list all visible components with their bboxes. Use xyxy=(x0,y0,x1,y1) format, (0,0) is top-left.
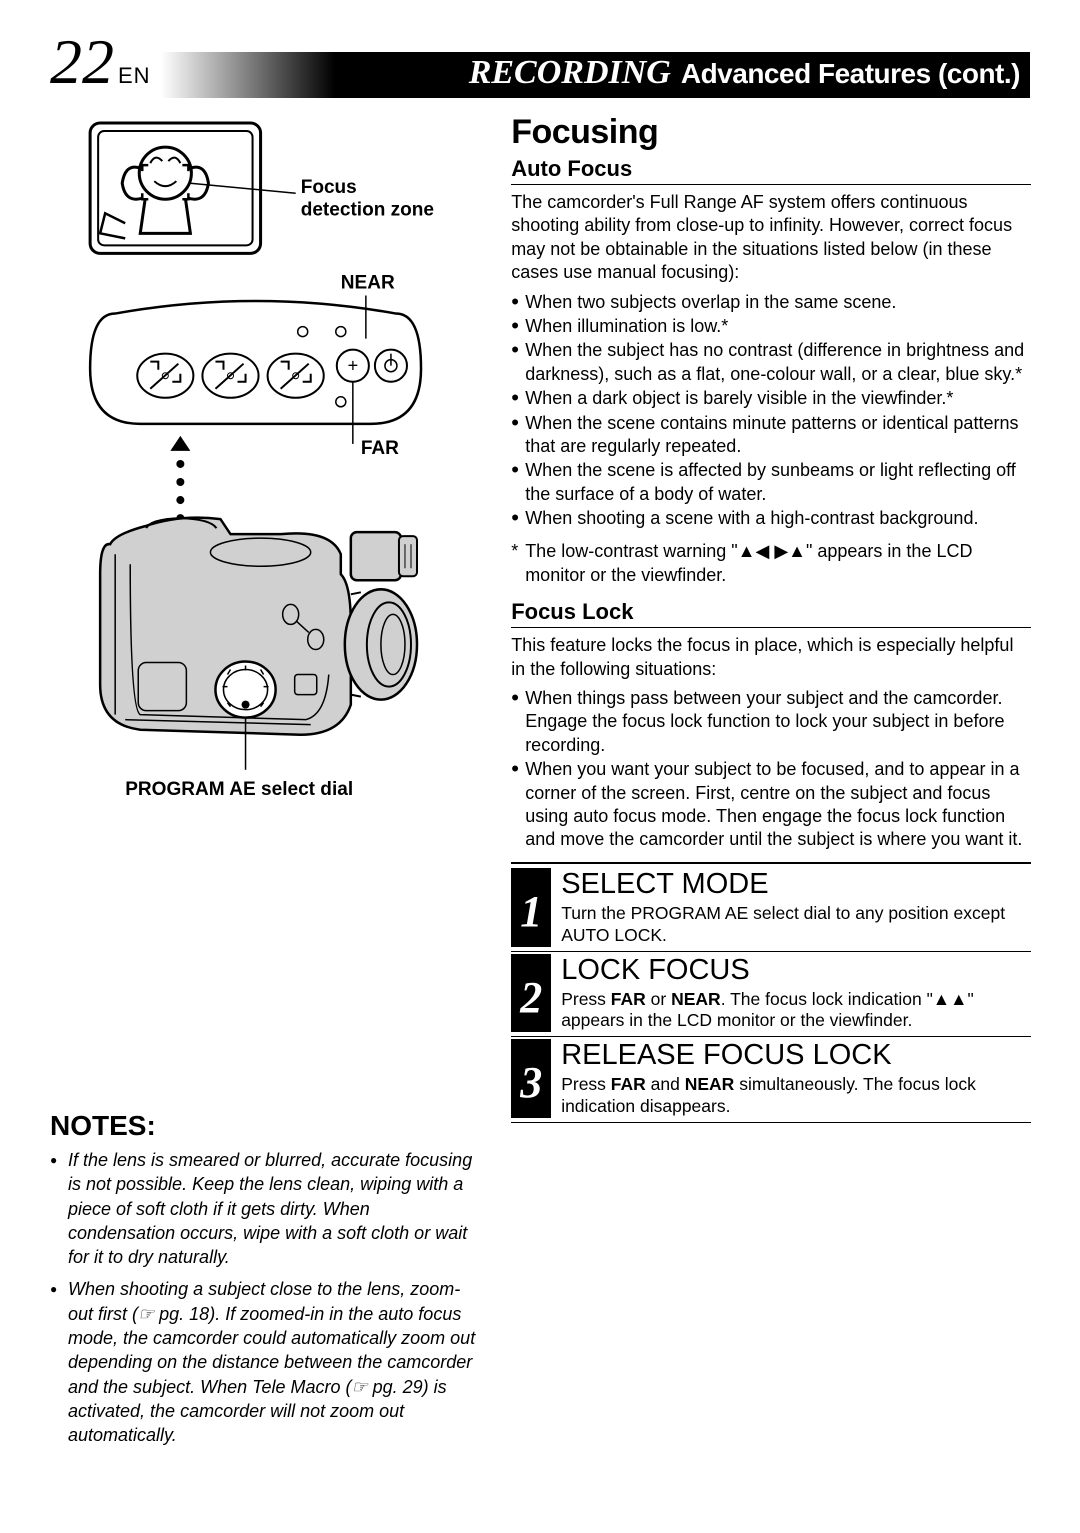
focusing-title: Focusing xyxy=(511,113,1030,152)
right-column: Focusing Auto Focus The camcorder's Full… xyxy=(511,113,1030,1456)
far-label: FAR xyxy=(361,438,399,459)
notes-list: If the lens is smeared or blurred, accur… xyxy=(50,1148,481,1448)
step-text: Press FAR and NEAR simultaneously. The f… xyxy=(561,1074,1030,1118)
title-sub: Advanced Features (cont.) xyxy=(681,58,1020,90)
content-columns: Focus detection zone NEAR xyxy=(50,113,1030,1456)
near-label: NEAR xyxy=(341,272,395,293)
step-title: RELEASE FOCUS LOCK xyxy=(561,1039,1030,1072)
auto-focus-intro: The camcorder's Full Range AF system off… xyxy=(511,191,1030,285)
title-bar: RECORDING Advanced Features (cont.) xyxy=(161,52,1030,98)
af-bullet: When the subject has no contrast (differ… xyxy=(511,339,1030,386)
page-number: 22 xyxy=(50,30,114,94)
step-title: LOCK FOCUS xyxy=(561,954,1030,987)
af-bullet: When illumination is low.* xyxy=(511,315,1030,338)
focus-zone-label-2: detection zone xyxy=(301,199,434,220)
step-1: 1 SELECT MODE Turn the PROGRAM AE select… xyxy=(511,862,1030,952)
step-number: 2 xyxy=(511,954,551,1033)
focus-lock-list: When things pass between your subject an… xyxy=(511,687,1030,852)
title-main: RECORDING xyxy=(469,54,671,92)
step-2: 2 LOCK FOCUS Press FAR or NEAR. The focu… xyxy=(511,954,1030,1038)
af-bullet: When the scene is affected by sunbeams o… xyxy=(511,459,1030,506)
viewfinder-illustration: Focus detection zone NEAR xyxy=(50,113,481,840)
focus-zone-label-1: Focus xyxy=(301,177,357,198)
asterisk-note: The low-contrast warning "▲◀ ▶▲" appears… xyxy=(511,540,1030,587)
note-item: If the lens is smeared or blurred, accur… xyxy=(50,1148,481,1269)
af-bullet: When shooting a scene with a high-contra… xyxy=(511,507,1030,530)
dial-label: PROGRAM AE select dial xyxy=(125,779,353,800)
left-column: Focus detection zone NEAR xyxy=(50,113,481,1456)
focus-lock-intro: This feature locks the focus in place, w… xyxy=(511,634,1030,681)
page-header: 22 EN RECORDING Advanced Features (cont.… xyxy=(50,30,1030,98)
af-bullet: When the scene contains minute patterns … xyxy=(511,412,1030,459)
auto-focus-list: When two subjects overlap in the same sc… xyxy=(511,291,1030,531)
fl-bullet: When you want your subject to be focused… xyxy=(511,758,1030,852)
af-bullet: When two subjects overlap in the same sc… xyxy=(511,291,1030,314)
step-text: Press FAR or NEAR. The focus lock indica… xyxy=(561,989,1030,1033)
notes-heading: NOTES: xyxy=(50,1110,481,1142)
step-title: SELECT MODE xyxy=(561,868,1030,901)
fl-bullet: When things pass between your subject an… xyxy=(511,687,1030,757)
step-number: 3 xyxy=(511,1039,551,1118)
auto-focus-heading: Auto Focus xyxy=(511,156,1030,185)
step-3: 3 RELEASE FOCUS LOCK Press FAR and NEAR … xyxy=(511,1039,1030,1123)
note-item: When shooting a subject close to the len… xyxy=(50,1277,481,1447)
step-text: Turn the PROGRAM AE select dial to any p… xyxy=(561,903,1030,947)
page-lang: EN xyxy=(118,63,151,89)
focus-lock-heading: Focus Lock xyxy=(511,599,1030,628)
step-number: 1 xyxy=(511,868,551,947)
svg-text:+: + xyxy=(348,356,359,376)
af-bullet: When a dark object is barely visible in … xyxy=(511,387,1030,410)
camcorder-icon xyxy=(100,518,417,735)
